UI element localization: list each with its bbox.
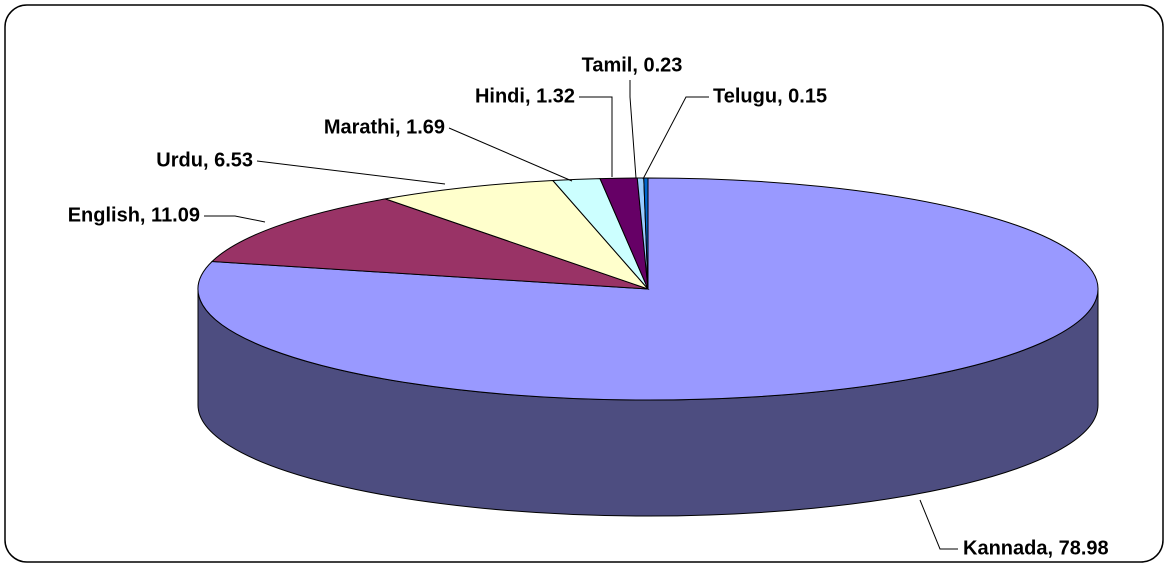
data-label: Tamil, 0.23 [582,54,683,76]
data-label: Kannada, 78.98 [963,537,1109,559]
data-label: Telugu, 0.15 [713,85,827,107]
data-label: English, 11.09 [68,204,200,226]
leader-line [919,499,958,550]
leader-line [579,96,613,177]
leader-line [448,127,573,182]
data-label: Hindi, 1.32 [475,85,575,107]
leader-line [642,96,709,180]
leader-line [629,80,637,179]
leader-line [256,160,446,185]
leader-line [204,215,266,223]
pie-slice [210,198,649,290]
data-label: Urdu, 6.53 [156,149,253,171]
pie-slice [383,179,650,291]
data-label: Marathi, 1.69 [324,116,445,138]
